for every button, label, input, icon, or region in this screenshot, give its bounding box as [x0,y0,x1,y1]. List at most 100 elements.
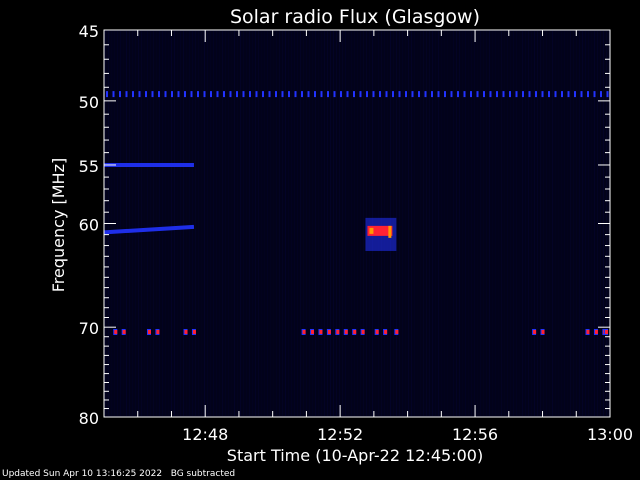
y-tick-label: 45 [79,22,99,41]
noise-streak [288,31,289,416]
noise-streak [579,31,580,416]
noise-streak [267,31,268,416]
interference-dot [554,91,557,98]
chart-title: Solar radio Flux (Glasgow) [230,6,480,28]
noise-streak [300,31,301,416]
noise-streak [573,31,574,416]
noise-streak [342,31,343,416]
noise-streak [432,31,433,416]
noise-streak [537,31,538,416]
noise-streak [189,31,190,416]
noise-streak [312,31,313,416]
interference-dot [210,91,212,98]
noise-streak [480,31,481,416]
noise-streak [159,31,160,416]
interference-dot [606,91,609,98]
noise-streak [120,31,121,416]
noise-streak [225,31,226,416]
interference-dot [197,91,199,98]
noise-streak [213,31,214,416]
noise-streak [207,31,208,416]
noise-streak [168,31,169,416]
noise-streak [351,31,352,416]
interference-dot [366,91,368,98]
noise-streak [129,31,130,416]
noise-streak [555,31,556,416]
interference-dot [314,91,316,98]
noise-streak [540,31,541,416]
noise-streak [399,31,400,416]
noise-streak [561,31,562,416]
noise-streak [558,31,559,416]
interference-dot [522,91,524,98]
noise-streak [420,31,421,416]
interference-dot [275,91,277,98]
noise-streak [216,31,217,416]
x-axis: 12:48 12:52 12:56 13:00 [103,30,633,444]
interference-dot [470,91,472,98]
interference-burst [541,329,545,334]
noise-streak [465,31,466,416]
interference-dot [528,91,531,98]
noise-streak [585,31,586,416]
interference-dot [476,91,479,98]
interference-dot [496,91,498,98]
x-tick-label: 12:48 [182,425,228,444]
noise-streak [180,31,181,416]
y-axis: 45 50 55 60 70 80 [79,22,610,428]
noise-streak [156,31,157,416]
noise-streak [441,31,442,416]
interference-dot [262,91,264,98]
noise-streak [147,31,148,416]
noise-streak [306,31,307,416]
noise-streak [204,31,205,416]
noise-streak [231,31,232,416]
interference-burst [114,329,118,334]
noise-streak [246,31,247,416]
x-tick-label: 12:56 [452,425,498,444]
interference-dot [385,91,388,98]
noise-streak [483,31,484,416]
noise-streak [261,31,262,416]
noise-streak [495,31,496,416]
noise-streak [141,31,142,416]
noise-streak [336,31,337,416]
noise-streak [333,31,334,416]
noise-streak [462,31,463,416]
interference-dot [587,91,589,98]
noise-streak [309,31,310,416]
interference-burst [319,329,323,334]
noise-streak [150,31,151,416]
interference-dot [450,91,453,98]
interference-burst [353,329,357,334]
noise-streak [195,31,196,416]
interference-dot [457,91,459,98]
interference-burst [311,329,315,334]
interference-dot [580,91,583,98]
interference-dot [145,91,147,98]
noise-streak [165,31,166,416]
noise-streak [348,31,349,416]
noise-streak [132,31,133,416]
noise-streak [570,31,571,416]
noise-streak [450,31,451,416]
interference-dot [340,91,342,98]
y-tick-label: 50 [79,93,99,112]
noise-streak [522,31,523,416]
interference-dot [333,91,336,98]
noise-streak [210,31,211,416]
noise-streak [531,31,532,416]
noise-streak [564,31,565,416]
interference-dot [502,91,505,98]
noise-streak [507,31,508,416]
noise-streak [297,31,298,416]
noise-streak [282,31,283,416]
interference-burst [375,329,379,334]
noise-streak [549,31,550,416]
interference-burst [533,329,537,334]
noise-streak [345,31,346,416]
noise-streak [291,31,292,416]
noise-streak [552,31,553,416]
interference-dot [320,91,323,98]
interference-dot [229,91,232,98]
